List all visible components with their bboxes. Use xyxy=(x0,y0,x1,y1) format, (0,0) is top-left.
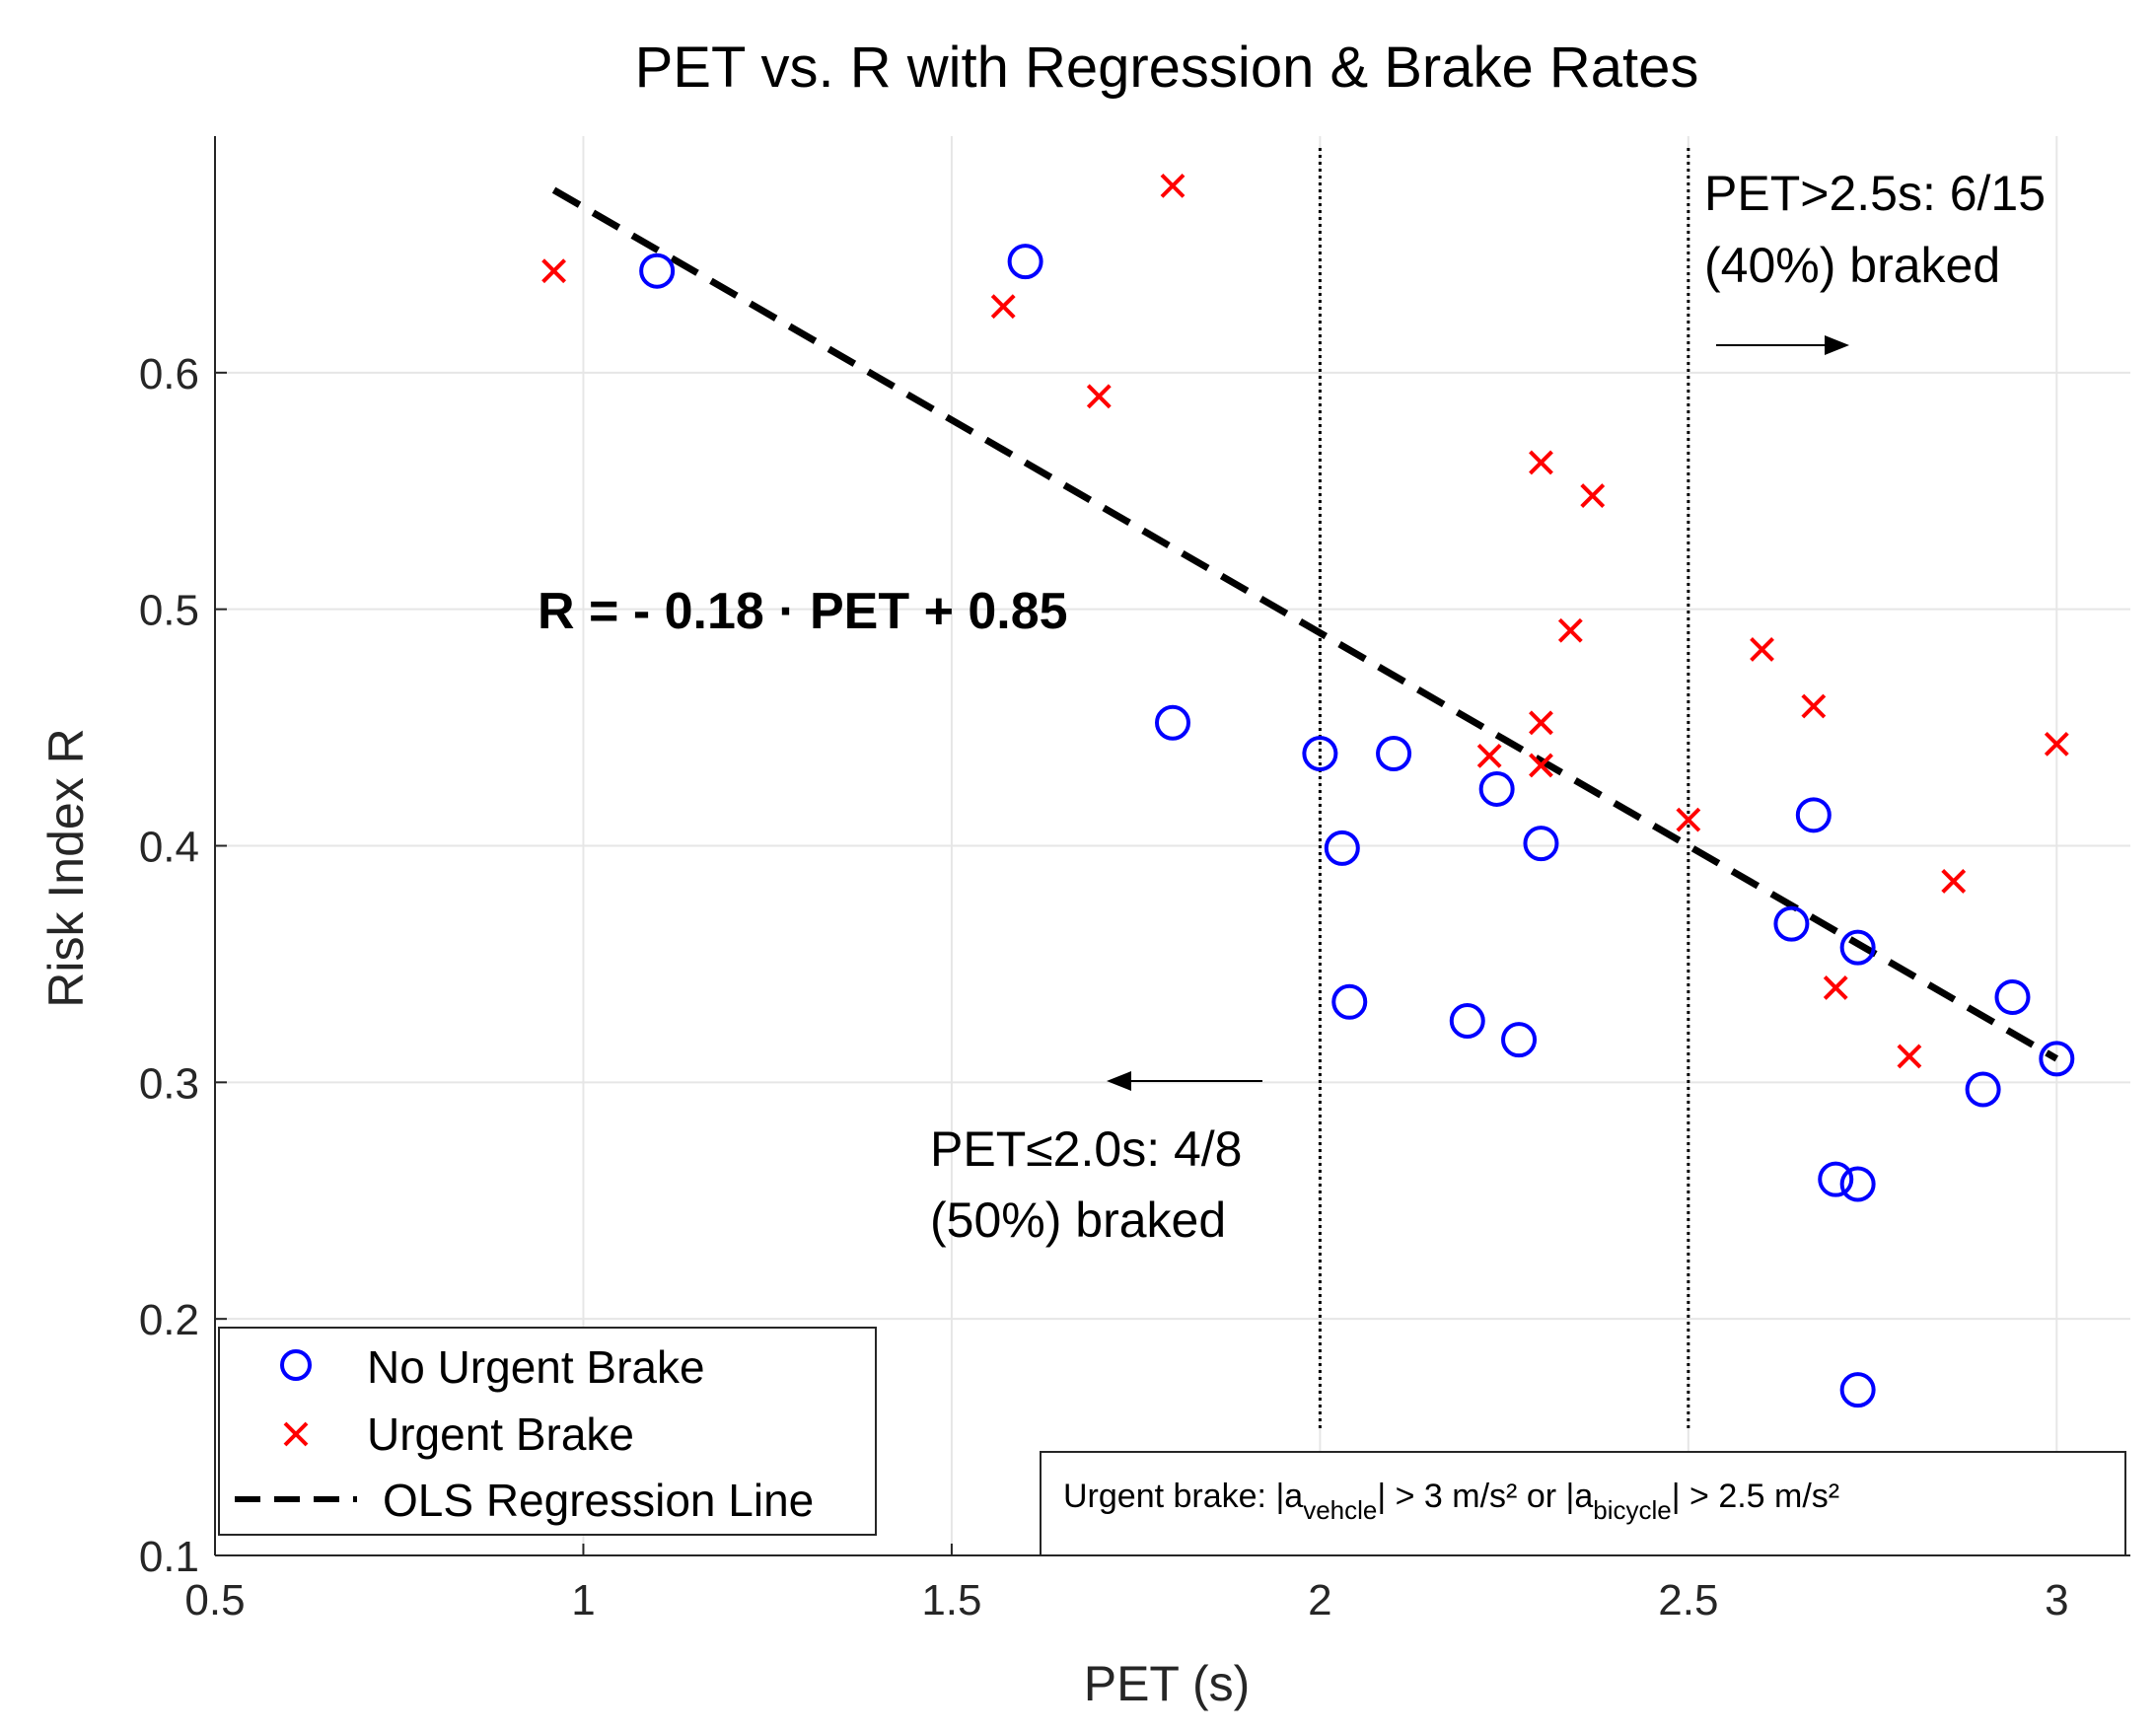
point-no-urgent-brake-3 xyxy=(1302,735,1338,771)
y-tick-label-4: 0.5 xyxy=(139,587,199,635)
legend-x-marker-icon xyxy=(283,1421,309,1447)
point-urgent-brake-8 xyxy=(1557,617,1583,643)
legend-entry-no-urgent-brake: No Urgent Brake xyxy=(367,1341,705,1393)
point-urgent-brake-15 xyxy=(1941,869,1967,894)
point-no-urgent-brake-15 xyxy=(1839,929,1876,966)
x-tick-label-1: 1 xyxy=(571,1576,595,1624)
legend-entry-ols-regression-line: OLS Regression Line xyxy=(383,1475,814,1526)
x-tick-label-5: 3 xyxy=(2045,1576,2068,1624)
note-subscript-bicycle: bicycle xyxy=(1593,1495,1671,1525)
point-urgent-brake-2 xyxy=(1086,384,1112,409)
point-urgent-brake-4 xyxy=(1476,743,1502,768)
point-urgent-brake-6 xyxy=(1529,710,1553,736)
point-no-urgent-brake-11 xyxy=(1773,905,1810,942)
x-tick-label-3: 2 xyxy=(1308,1576,1331,1624)
y-tick-label-2: 0.3 xyxy=(139,1059,199,1108)
point-urgent-brake-12 xyxy=(1801,693,1827,719)
annotation-left-line1: PET≤2.0s: 4/8 xyxy=(930,1121,1242,1177)
point-no-urgent-brake-8 xyxy=(1478,770,1515,807)
point-urgent-brake-0 xyxy=(541,258,566,284)
grid xyxy=(214,136,2130,1556)
y-tick-label-0: 0.1 xyxy=(139,1533,199,1581)
y-tick-label-3: 0.4 xyxy=(139,824,199,872)
point-urgent-brake-10 xyxy=(1676,807,1701,832)
point-no-urgent-brake-5 xyxy=(1331,983,1368,1020)
chart-title: PET vs. R with Regression & Brake Rates xyxy=(635,36,1699,100)
point-no-urgent-brake-6 xyxy=(1376,735,1412,771)
y-axis-title: Risk Index R xyxy=(38,728,94,1007)
note-suffix: | > 2.5 m/s² xyxy=(1672,1478,1839,1515)
note-text: Urgent brake: |avehcle| > 3 m/s² or |abi… xyxy=(1063,1478,1839,1525)
point-urgent-brake-16 xyxy=(2044,731,2069,757)
point-urgent-brake-1 xyxy=(990,294,1016,320)
annotation-right-line2: (40%) braked xyxy=(1704,238,2000,293)
note-subscript-vehicle: vehcle xyxy=(1303,1495,1377,1525)
point-no-urgent-brake-1 xyxy=(1007,244,1043,280)
point-no-urgent-brake-10 xyxy=(1523,826,1559,862)
point-urgent-brake-14 xyxy=(1897,1044,1922,1069)
legend-circle-marker-icon xyxy=(280,1349,312,1381)
point-urgent-brake-7 xyxy=(1529,753,1553,778)
point-urgent-brake-5 xyxy=(1529,450,1553,475)
x-tick-label-2: 1.5 xyxy=(921,1576,981,1624)
point-no-urgent-brake-16 xyxy=(1839,1372,1876,1408)
point-no-urgent-brake-13 xyxy=(1818,1161,1854,1197)
regression-line-group xyxy=(551,186,2059,1062)
point-no-urgent-brake-14 xyxy=(1839,1166,1876,1202)
regression-line xyxy=(551,186,2059,1062)
point-urgent-brake-13 xyxy=(1823,974,1848,1000)
legend-entry-urgent-brake: Urgent Brake xyxy=(367,1408,634,1460)
regression-equation: R = - 0.18 · PET + 0.85 xyxy=(538,583,1068,640)
x-tick-label-4: 2.5 xyxy=(1658,1576,1718,1624)
point-no-urgent-brake-18 xyxy=(1994,978,2031,1015)
point-no-urgent-brake-2 xyxy=(1155,704,1190,741)
urgent-brake-note: Urgent brake: |avehcle| > 3 m/s² or |abi… xyxy=(1040,1451,2126,1556)
tick-labels: 0.5 1 1.5 2 2.5 3 0.1 0.2 0.3 0.4 0.5 0.6 xyxy=(139,350,2069,1624)
point-urgent-brake-11 xyxy=(1750,637,1774,662)
y-tick-label-5: 0.6 xyxy=(139,350,199,398)
point-urgent-brake-3 xyxy=(1160,173,1186,198)
point-no-urgent-brake-19 xyxy=(2039,1041,2075,1077)
data-points xyxy=(541,173,2075,1408)
point-no-urgent-brake-0 xyxy=(639,253,676,289)
point-no-urgent-brake-9 xyxy=(1501,1022,1538,1058)
y-tick-label-1: 0.2 xyxy=(139,1296,199,1344)
note-middle: | > 3 m/s² or |a xyxy=(1377,1478,1593,1515)
point-no-urgent-brake-7 xyxy=(1449,1002,1485,1039)
note-box xyxy=(1040,1451,2126,1556)
point-urgent-brake-9 xyxy=(1580,483,1606,508)
legend: No Urgent Brake Urgent Brake OLS Regress… xyxy=(218,1327,877,1536)
annotation-left-line2: (50%) braked xyxy=(930,1192,1226,1248)
annotation-right-line1: PET>2.5s: 6/15 xyxy=(1704,166,2046,221)
point-no-urgent-brake-17 xyxy=(1965,1071,2001,1108)
point-no-urgent-brake-4 xyxy=(1324,830,1360,866)
x-axis-title: PET (s) xyxy=(1084,1656,1251,1711)
arrow-left-icon xyxy=(1107,1071,1262,1091)
note-prefix: Urgent brake: |a xyxy=(1063,1478,1303,1515)
x-tick-label-0: 0.5 xyxy=(184,1576,245,1624)
point-no-urgent-brake-12 xyxy=(1795,797,1832,833)
arrow-right-icon xyxy=(1716,335,1849,355)
